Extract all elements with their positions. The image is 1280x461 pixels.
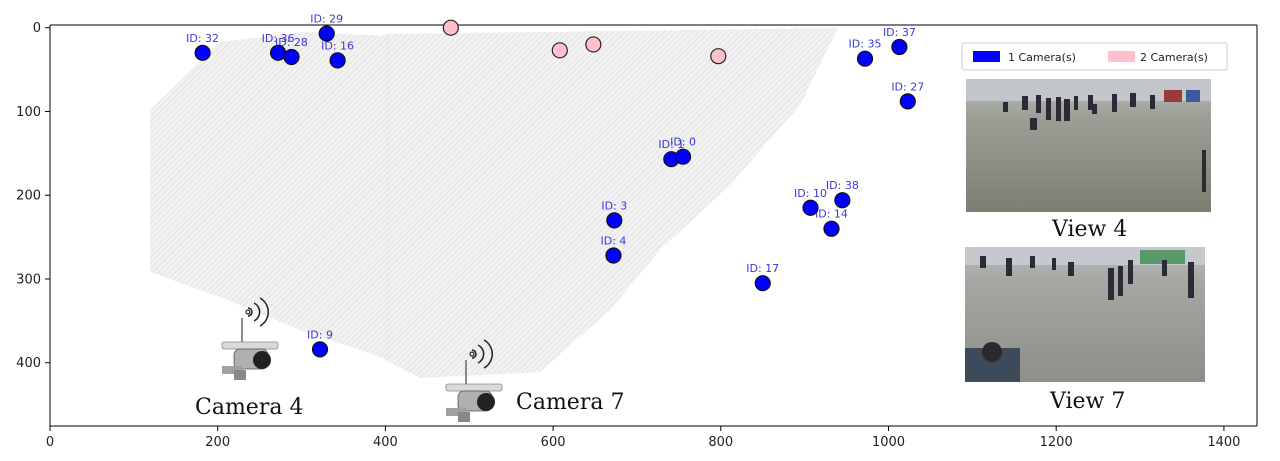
one-camera-point [269, 44, 287, 61]
x-tick-label: 400 [373, 435, 398, 450]
x-tick-label: 800 [708, 435, 733, 450]
one-camera-point [754, 275, 771, 292]
legend-swatch-one-camera [973, 51, 1000, 62]
one-camera-point [834, 192, 851, 209]
one-camera-point [674, 148, 692, 165]
one-camera-point [318, 25, 335, 42]
point-id-label: ID: 27 [891, 80, 924, 93]
one-camera-point [606, 212, 623, 229]
view-7-image [965, 247, 1205, 382]
one-camera-point [802, 199, 819, 216]
y-tick-label: 400 [16, 356, 41, 371]
two-camera-point [442, 19, 459, 36]
y-tick-label: 300 [16, 272, 41, 287]
x-tick-label: 1000 [872, 435, 905, 450]
one-camera-point [283, 48, 300, 66]
camera-4-fov [150, 32, 390, 360]
point-id-label: ID: 4 [601, 235, 627, 248]
point-id-label: ID: 37 [883, 26, 916, 39]
point-id-label: ID: 38 [826, 179, 859, 192]
point-id-label: ID: 14 [815, 208, 848, 221]
point-id-label: ID: 3 [601, 199, 627, 212]
two-camera-point [551, 42, 568, 59]
point-id-label: ID: 16 [321, 39, 354, 52]
one-camera-point [891, 38, 908, 56]
two-camera-point [710, 48, 727, 65]
point-id-label: ID: 28 [275, 36, 308, 49]
two-camera-point [585, 36, 602, 53]
point-id-label: ID: 0 [670, 136, 696, 149]
view-7-label: View 7 [1049, 389, 1125, 414]
y-tick-label: 0 [33, 21, 41, 36]
x-tick-label: 0 [46, 435, 54, 450]
one-camera-point [823, 220, 840, 237]
x-tick-label: 1400 [1207, 435, 1240, 450]
point-id-label: ID: 17 [746, 262, 779, 275]
view-4-label: View 4 [1051, 217, 1127, 242]
one-camera-point [329, 52, 346, 69]
one-camera-point [311, 341, 329, 358]
point-id-label: ID: 10 [794, 187, 827, 200]
point-id-label: ID: 29 [310, 13, 343, 26]
one-camera-point [899, 93, 916, 110]
point-id-label: ID: 35 [849, 38, 882, 51]
camera-4-group: Camera 4 [195, 297, 303, 420]
point-id-label: ID: 1 [658, 138, 684, 151]
y-tick-label: 200 [16, 189, 41, 204]
point-id-label: ID: 32 [186, 32, 219, 45]
legend-frame [961, 42, 1228, 71]
x-ticks: 0 200 400 600 800 1000 1200 1400 [46, 426, 1240, 450]
camera-7-group: Camera 7 [445, 339, 624, 422]
y-tick-label: 100 [16, 105, 41, 120]
x-tick-label: 200 [205, 435, 230, 450]
legend: 1 Camera(s) 2 Camera(s) [961, 42, 1228, 71]
one-camera-point [194, 44, 211, 61]
legend-swatch-two-camera [1108, 51, 1135, 62]
camera-fov-regions [150, 28, 838, 378]
x-tick-label: 1200 [1040, 435, 1073, 450]
one-camera-point [605, 247, 622, 264]
point-id-label: ID: 36 [262, 32, 295, 45]
one-camera-point [856, 50, 874, 67]
view-4-image [966, 79, 1211, 212]
point-id-label: ID: 9 [307, 328, 333, 341]
surveillance-camera-icon [445, 339, 503, 422]
camera-7-fov [385, 28, 838, 378]
legend-label-one-camera: 1 Camera(s) [1008, 51, 1076, 64]
surveillance-camera-icon [221, 297, 279, 380]
x-tick-label: 600 [541, 435, 566, 450]
legend-label-two-camera: 2 Camera(s) [1140, 51, 1208, 64]
camera-7-label: Camera 7 [516, 390, 624, 415]
y-ticks: 0 100 200 300 400 [16, 21, 50, 371]
camera-4-label: Camera 4 [195, 395, 303, 420]
